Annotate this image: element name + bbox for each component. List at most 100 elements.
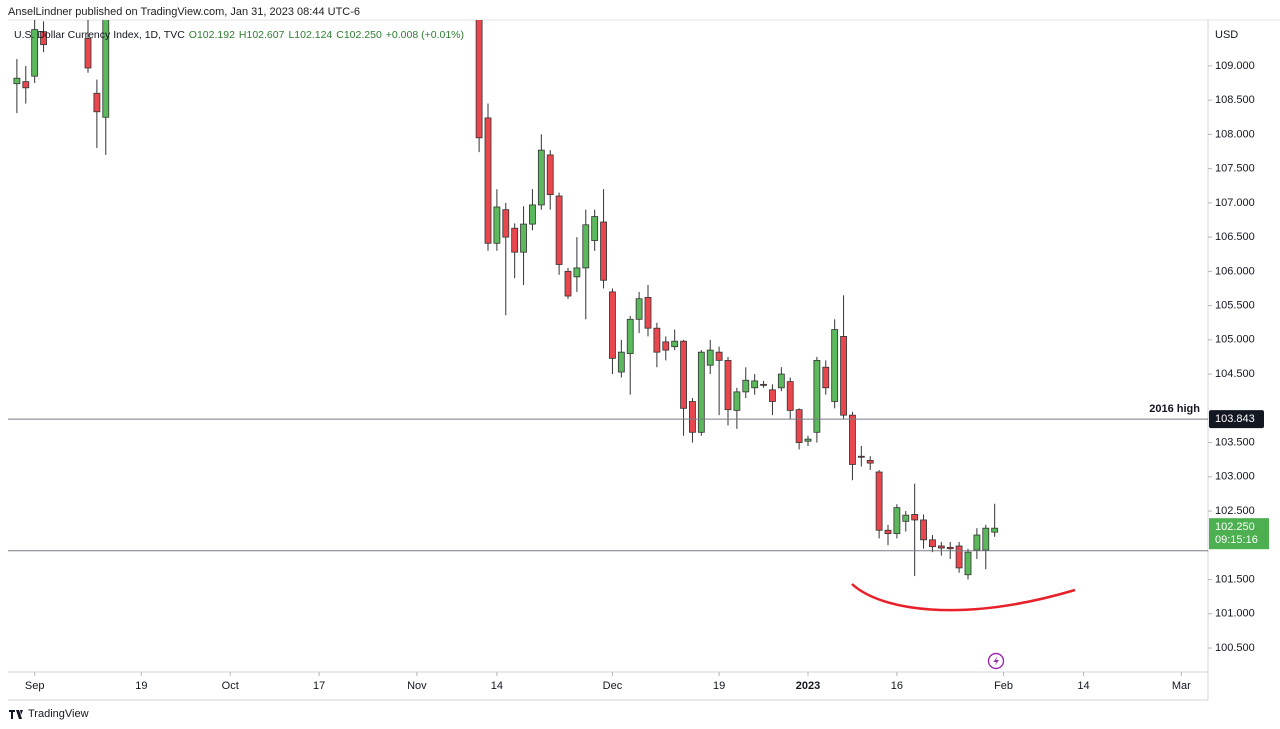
candle-body bbox=[617, 351, 625, 373]
candle-body bbox=[964, 551, 972, 576]
y-tick-label: 101.500 bbox=[1215, 573, 1255, 585]
candle-body bbox=[733, 391, 741, 411]
candle-body bbox=[795, 409, 803, 443]
candle-body bbox=[893, 507, 901, 535]
hline-price: 103.843 bbox=[1215, 413, 1255, 425]
lightning-icon bbox=[987, 652, 1005, 670]
candle-body bbox=[769, 389, 776, 402]
candle-body bbox=[946, 546, 954, 550]
candle-body bbox=[884, 529, 892, 535]
candle-body bbox=[555, 195, 563, 265]
footer: TradingView bbox=[28, 708, 89, 720]
candle-body bbox=[529, 204, 536, 225]
x-tick-label: Dec bbox=[603, 680, 623, 692]
candle-body bbox=[777, 373, 785, 389]
candle-body bbox=[857, 455, 865, 458]
candle-body bbox=[22, 81, 30, 89]
legend-item: O102.192 bbox=[189, 29, 235, 41]
candle-body bbox=[840, 336, 847, 416]
candle-body bbox=[706, 349, 714, 366]
candle-body bbox=[751, 380, 759, 389]
candle-body bbox=[697, 351, 705, 433]
candle-body bbox=[813, 359, 821, 433]
x-tick-label: 17 bbox=[313, 680, 325, 692]
candle-body bbox=[911, 514, 919, 521]
candle-body bbox=[475, 20, 483, 139]
legend-item: H102.607 bbox=[239, 29, 285, 41]
y-tick-label: 105.500 bbox=[1215, 299, 1255, 311]
candle-body bbox=[982, 527, 990, 551]
candle-body bbox=[537, 149, 545, 206]
footer-logo: TradingView bbox=[9, 708, 89, 720]
candle-body bbox=[582, 224, 590, 269]
legend: U.S. Dollar Currency Index, 1D, TVC O102.… bbox=[14, 29, 464, 41]
legend-item: L102.124 bbox=[288, 29, 332, 41]
candle-body bbox=[742, 379, 750, 393]
legend-item: U.S. Dollar Currency Index, 1D, TVC bbox=[14, 29, 185, 41]
header: AnselLindner published on TradingView.co… bbox=[8, 6, 360, 18]
plot-area bbox=[13, 20, 999, 580]
candle-body bbox=[786, 381, 794, 411]
candle-body bbox=[662, 341, 670, 351]
candle-body bbox=[609, 291, 616, 359]
x-tick-label: Feb bbox=[994, 680, 1013, 692]
candle-body bbox=[929, 539, 936, 548]
hline-price-box bbox=[1209, 410, 1264, 429]
candle-body bbox=[493, 206, 501, 244]
x-tick-label: 19 bbox=[713, 680, 725, 692]
x-tick-label: 16 bbox=[891, 680, 903, 692]
candle-body bbox=[502, 209, 510, 238]
x-tick-label: 14 bbox=[1077, 680, 1089, 692]
candle-body bbox=[626, 318, 634, 354]
candle-body bbox=[671, 340, 679, 348]
candle-body bbox=[484, 117, 492, 244]
candle-body bbox=[724, 359, 732, 411]
x-tick-label: Sep bbox=[25, 680, 45, 692]
y-tick-label: 100.500 bbox=[1215, 642, 1255, 654]
candle-body bbox=[991, 527, 999, 533]
candle-body bbox=[600, 221, 607, 281]
candle-body bbox=[511, 227, 519, 253]
candle-body bbox=[760, 383, 767, 386]
candle-body bbox=[653, 327, 661, 353]
candle-body bbox=[84, 38, 92, 69]
candle-body bbox=[955, 545, 963, 569]
candle-body bbox=[520, 223, 527, 253]
candle-body bbox=[875, 471, 883, 531]
candle-body bbox=[13, 77, 21, 85]
candle-body bbox=[715, 351, 723, 361]
candle-body bbox=[902, 514, 910, 522]
candle-body bbox=[920, 519, 927, 541]
candle-body bbox=[591, 216, 599, 241]
y-tick-label: 108.000 bbox=[1215, 128, 1255, 140]
candle-body bbox=[689, 401, 696, 433]
candle-body bbox=[573, 267, 581, 278]
candle-body bbox=[644, 296, 652, 329]
y-tick-label: 107.500 bbox=[1215, 163, 1255, 175]
x-tick-label: 14 bbox=[491, 680, 503, 692]
candle-body bbox=[635, 298, 643, 320]
x-tick-label: Mar bbox=[1172, 680, 1191, 692]
y-tick-label: 108.500 bbox=[1215, 94, 1255, 106]
y-tick-label: 103.500 bbox=[1215, 436, 1255, 448]
x-tick-label: 19 bbox=[135, 680, 147, 692]
y-tick-label: 106.500 bbox=[1215, 231, 1255, 243]
y-tick-label: 107.000 bbox=[1215, 197, 1255, 209]
candle-body bbox=[40, 31, 47, 46]
candle-body bbox=[564, 270, 572, 297]
y-tick-label: 105.000 bbox=[1215, 334, 1255, 346]
y-axis-unit: USD bbox=[1215, 29, 1238, 41]
x-tick-label: 2023 bbox=[796, 680, 820, 692]
y-tick-label: 101.000 bbox=[1215, 608, 1255, 620]
legend-item: +0.008 (+0.01%) bbox=[386, 29, 464, 41]
candle-body bbox=[93, 92, 101, 113]
y-tick-label: 109.000 bbox=[1215, 60, 1255, 72]
candle-body bbox=[31, 29, 39, 77]
candle-body bbox=[804, 438, 812, 442]
last-price: 102.250 bbox=[1215, 521, 1255, 533]
last-price-box bbox=[1209, 518, 1269, 550]
candle-body bbox=[680, 340, 687, 409]
countdown: 09:15:16 bbox=[1215, 534, 1258, 546]
